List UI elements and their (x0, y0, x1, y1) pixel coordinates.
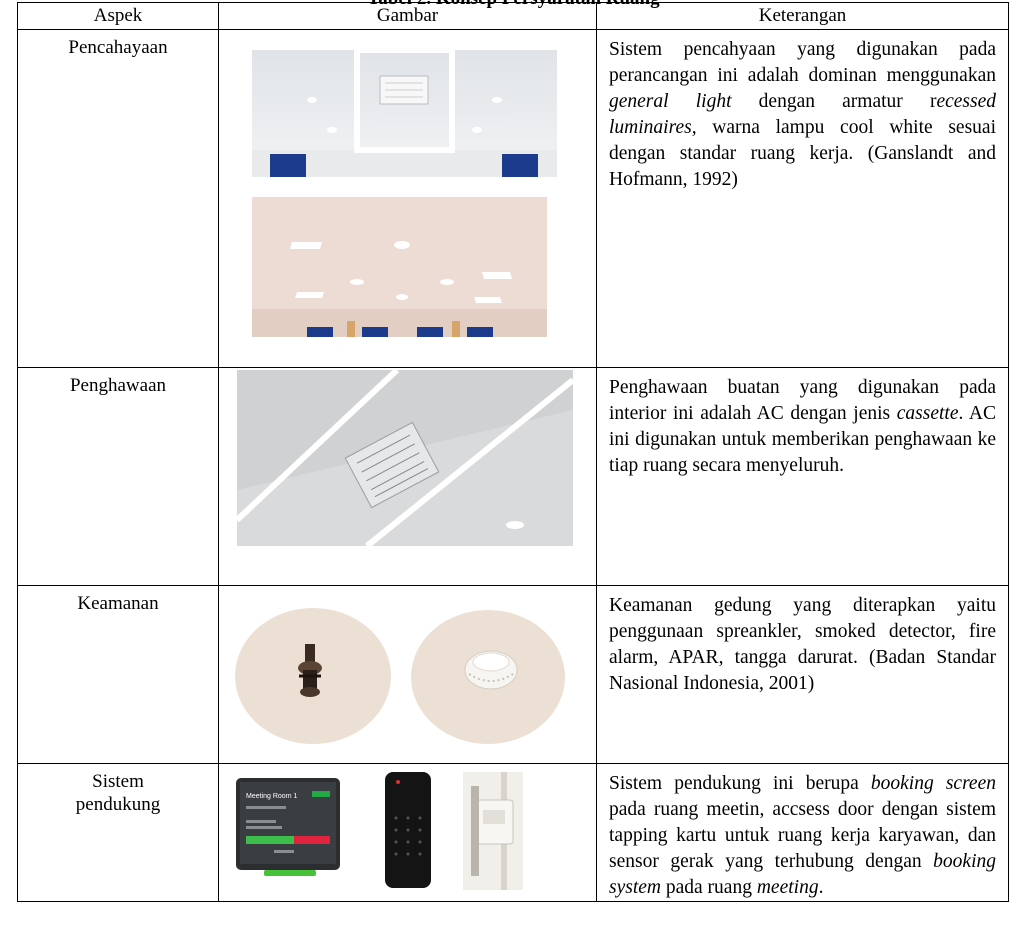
cell-gambar: Meeting Room 1 (218, 763, 597, 902)
cell-aspek: Pencahayaan (17, 29, 219, 368)
text-italic: booking system (609, 851, 996, 898)
ceiling-ac-image (252, 50, 557, 177)
cell-aspek: Keamanan (17, 585, 219, 764)
cell-gambar (218, 367, 597, 586)
table-header-row: Aspek Gambar Keterangan (17, 2, 1009, 30)
text-segment: Keamanan gedung yang diterapkan yaitu pe… (609, 595, 996, 694)
text-segment: pada ruang (661, 877, 757, 898)
text-italic: meeting (756, 877, 819, 898)
booking-screen-image: Meeting Room 1 (234, 776, 342, 878)
cell-gambar (218, 29, 597, 368)
table-row-penghawaan: Penghawaan (17, 367, 1009, 586)
text-segment: warna lampu cool white sesuai dengan sta… (609, 117, 996, 190)
cell-aspek: Sistem pendukung (17, 763, 219, 902)
access-card-reader-image (382, 770, 434, 890)
header-gambar: Gambar (218, 2, 597, 30)
table-row-sistem-pendukung: Sistem pendukung Meeting Room 1 (17, 763, 1009, 902)
requirements-table: Aspek Gambar Keterangan Pencahayaan (17, 2, 1009, 902)
table-row-keamanan: Keamanan (17, 585, 1009, 764)
text-italic: general light (609, 91, 732, 112)
text-segment: dengan armatur r (731, 91, 937, 112)
text-segment: pada ruang meetin, accsess door dengan s… (609, 799, 996, 872)
header-keterangan: Keterangan (596, 2, 1009, 30)
ceiling-panel-lights-image (252, 197, 547, 337)
text-italic: booking screen (870, 773, 996, 794)
header-aspek: Aspek (17, 2, 219, 30)
smoke-detector-image (409, 608, 567, 746)
cell-keterangan: Sistem pencahyaan yang digunakan pada pe… (596, 29, 1009, 368)
motion-sensor-image (463, 772, 523, 890)
text-segment: . AC ini digunakan untuk memberikan peng… (609, 403, 997, 476)
cell-aspek: Penghawaan (17, 367, 219, 586)
text-segment: Sistem pendukung ini berupa (609, 773, 871, 794)
aspek-line-1: Sistem (92, 771, 144, 792)
sprinkler-image (233, 606, 393, 746)
cassette-ac-image (237, 370, 573, 546)
text-italic: ecessed luminaires, (609, 91, 997, 138)
booking-screen-title: Meeting Room 1 (246, 793, 297, 800)
aspek-line-2: pendukung (75, 794, 161, 815)
cell-keterangan: Penghawaan buatan yang digunakan pada in… (596, 367, 1009, 586)
cell-keterangan: Sistem pendukung ini berupa booking scre… (596, 763, 1009, 902)
text-segment: . (818, 877, 824, 898)
text-segment: Sistem pencahyaan yang digunakan pada pe… (609, 39, 996, 86)
table-row-pencahayaan: Pencahayaan (17, 29, 1009, 368)
text-italic: cassette (896, 403, 959, 424)
text-segment: Penghawaan buatan yang digunakan pada in… (609, 377, 996, 424)
cell-gambar (218, 585, 597, 764)
cell-keterangan: Keamanan gedung yang diterapkan yaitu pe… (596, 585, 1009, 764)
